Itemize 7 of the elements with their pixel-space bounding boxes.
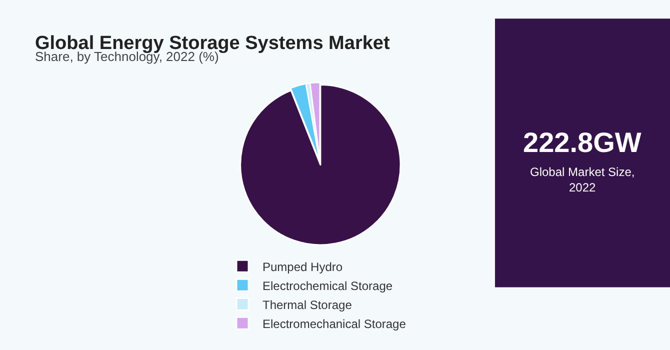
text: Global Market Size, 2022 <box>530 165 635 195</box>
legend-label: Thermal Storage <box>262 298 352 312</box>
text: 222.8GW <box>523 127 642 158</box>
legend-label: Pumped Hydro <box>262 260 343 274</box>
legend-label: Electrochemical Storage <box>262 278 393 293</box>
pie-slice <box>240 84 402 246</box>
legend-label: Electromechanical Storage <box>262 316 406 331</box>
